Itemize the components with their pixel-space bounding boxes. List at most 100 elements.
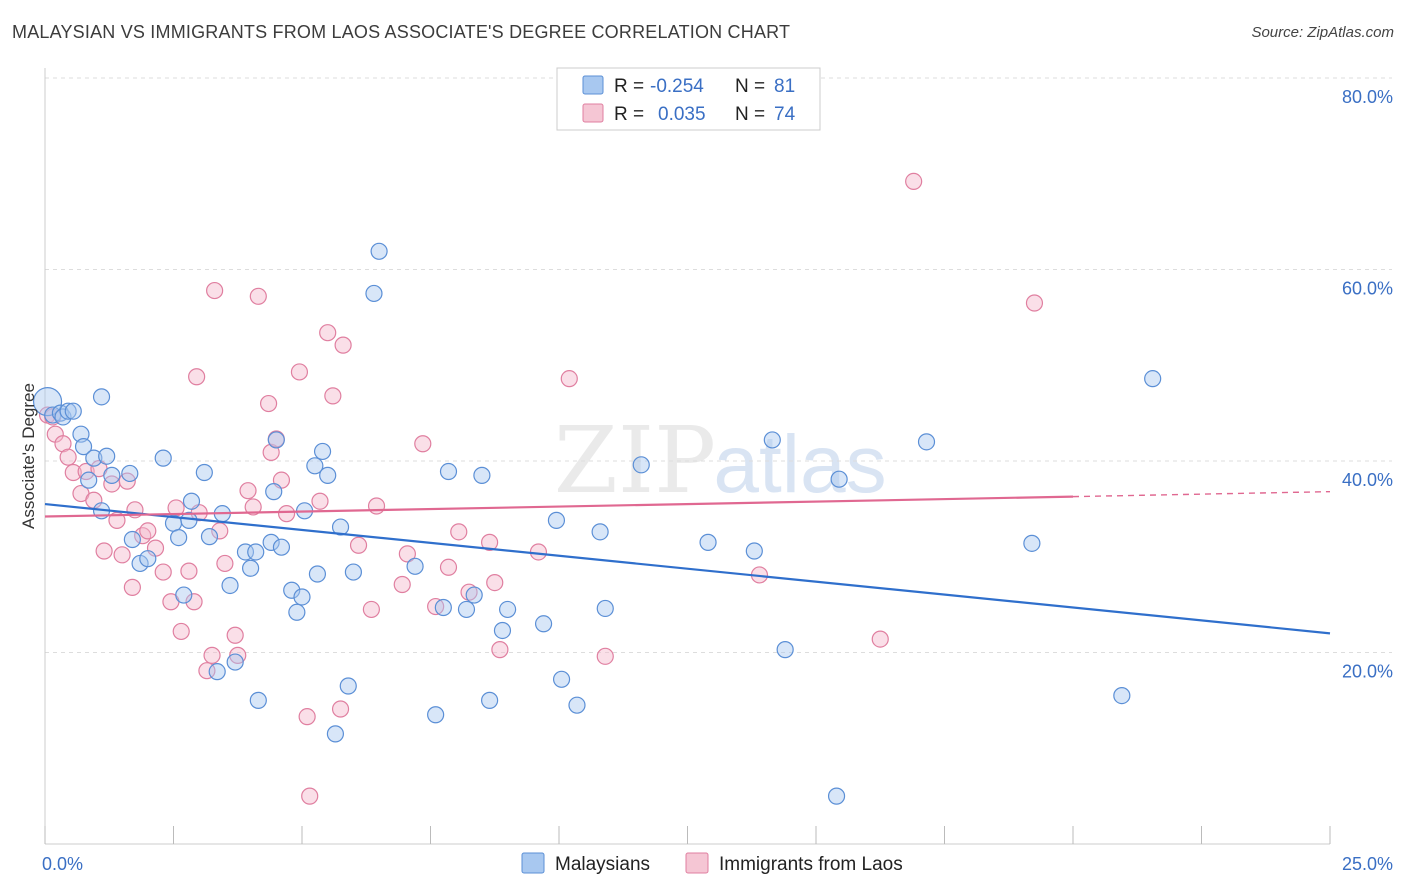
malaysian-point (1023, 534, 1041, 552)
malaysian-point (170, 528, 188, 547)
laos-point (393, 575, 411, 594)
malaysian-point (596, 599, 614, 618)
laos-point (259, 394, 278, 413)
malaysian-point (344, 563, 362, 581)
malaysian-point (242, 559, 260, 577)
y-tick-label: 20.0% (1342, 662, 1393, 682)
malaysian-point (308, 565, 327, 583)
laos-point (64, 463, 82, 482)
malaysian-point (427, 706, 445, 724)
malaysian-point (568, 696, 586, 714)
laos-point (206, 281, 224, 300)
malaysian-point (632, 456, 650, 474)
malaysian-points (32, 242, 1162, 805)
x-tick-label: 0.0% (42, 854, 83, 874)
laos-point (290, 363, 309, 381)
laos-point (362, 600, 380, 619)
malaysian-point (547, 511, 566, 529)
watermark: ZIP atlas (554, 407, 887, 514)
malaysian-point (699, 533, 717, 551)
malaysian-point (339, 677, 357, 695)
laos-point (59, 448, 77, 466)
malaysian-point (85, 449, 103, 467)
malaysian-point (221, 576, 239, 595)
laos-point (185, 593, 203, 611)
malaysian-point (365, 284, 383, 303)
malaysian-point (591, 523, 609, 541)
watermark-atlas: atlas (713, 419, 886, 510)
laos-point (123, 578, 141, 596)
axes (44, 68, 1331, 845)
x-tick-labels: 0.0% 25.0% (42, 854, 1393, 874)
malaysian-point (439, 462, 458, 481)
laos-point (439, 558, 458, 576)
laos-point (486, 574, 504, 592)
bottom-swatch-pink (685, 852, 709, 874)
malaysian-point (32, 387, 63, 417)
laos-point (560, 370, 578, 388)
laos-point (239, 482, 257, 500)
laos-point (226, 626, 244, 644)
laos-point (1025, 294, 1044, 312)
malaysian-point (1144, 370, 1162, 388)
malaysian-point (272, 538, 291, 556)
malaysian-point (283, 581, 301, 599)
malaysian-point (306, 457, 324, 475)
chart-title: MALAYSIAN VS IMMIGRANTS FROM LAOS ASSOCI… (12, 22, 791, 42)
bottom-swatch-blue (521, 852, 545, 874)
laos-point (249, 287, 267, 305)
stats-legend: R = -0.254 N = 81 R = 0.035 N = 74 (556, 67, 821, 131)
malaysian-point (465, 586, 483, 604)
laos-point (481, 533, 499, 551)
bottom-legend-laos: Immigrants from Laos (719, 854, 903, 875)
malaysian-point (499, 600, 517, 619)
malaysian-point (226, 653, 244, 671)
laos-point (529, 543, 548, 561)
laos-point (180, 562, 198, 580)
malaysian-point (917, 433, 936, 451)
source-label: Source: ZipAtlas.com (1251, 24, 1394, 41)
malaysian-point (827, 787, 846, 805)
legend-swatch-pink (582, 103, 604, 123)
legend-n-value-2: 74 (774, 104, 796, 125)
malaysian-point (267, 431, 285, 449)
malaysian-point (293, 588, 311, 606)
malaysian-point (59, 402, 77, 420)
laos-point (154, 563, 172, 581)
malaysian-point (195, 463, 213, 482)
laos-point (491, 641, 509, 659)
malaysian-point (457, 600, 476, 619)
malaysian-point (370, 242, 388, 260)
laos-point (172, 622, 190, 641)
laos-point (229, 646, 247, 664)
malaysian-point (154, 449, 172, 467)
laos-point (277, 505, 296, 523)
laos-point (367, 497, 386, 515)
laos-point (871, 630, 889, 648)
laos-point (301, 787, 319, 805)
laos-point (331, 700, 350, 718)
legend-n-value-1: 81 (774, 76, 795, 97)
malaysian-point (552, 670, 571, 688)
laos-point (596, 647, 614, 665)
malaysian-point (175, 586, 193, 604)
malaysian-point (745, 542, 763, 560)
laos-trend-extension (1072, 490, 1331, 498)
malaysian-point (493, 621, 512, 640)
trend-lines (44, 490, 1331, 635)
laos-point (134, 527, 152, 545)
malaysian-point (313, 442, 332, 461)
malaysian-point (121, 464, 139, 483)
malaysian-point (776, 641, 794, 659)
malaysian-point (139, 550, 157, 568)
malaysian-point (288, 603, 306, 621)
legend-n-label-1: N = (735, 76, 765, 97)
laos-points (38, 172, 1044, 805)
malaysian-point (64, 402, 82, 420)
malaysian-point (534, 615, 553, 633)
malaysian-point (1113, 686, 1131, 705)
malaysian-point (200, 528, 219, 546)
malaysian-point (763, 431, 781, 449)
laos-point (398, 545, 416, 563)
laos-point (905, 172, 923, 191)
